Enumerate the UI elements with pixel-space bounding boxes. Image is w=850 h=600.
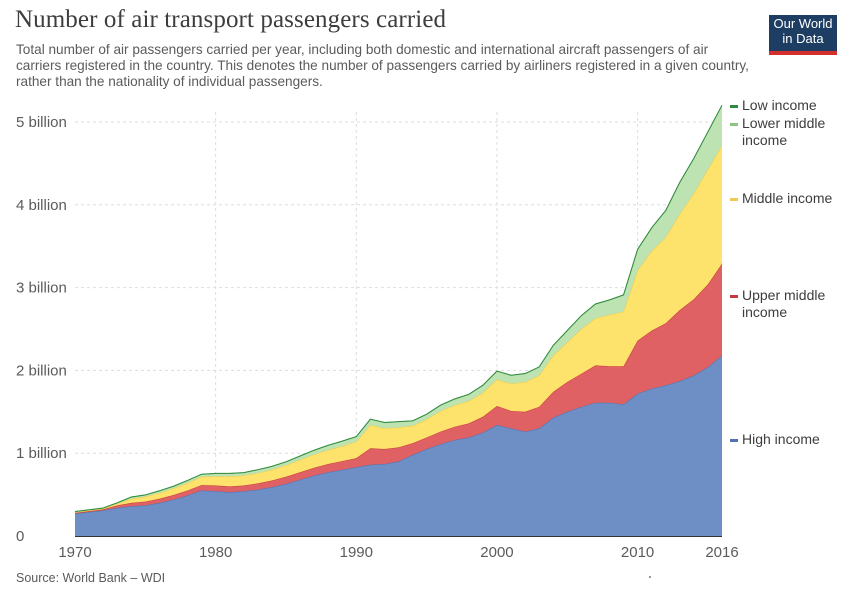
- area-upper-middle: [75, 263, 722, 514]
- logo-line-1: Our World: [773, 16, 833, 31]
- legend-swatch-high: [730, 439, 738, 442]
- x-tick-label: 2016: [705, 544, 738, 561]
- legend-label-upper-middle: Upper middle: [742, 287, 825, 303]
- line-low: [74, 104, 723, 512]
- logo-accent-bar: [769, 51, 837, 55]
- y-tick-label: 2 billion: [16, 362, 67, 379]
- x-tick-label: 2000: [480, 544, 513, 561]
- source-note[interactable]: Source: World Bank – WDI: [16, 571, 166, 585]
- legend-label-low: Low income: [742, 97, 817, 113]
- legend-swatch-middle: [730, 198, 738, 201]
- chart-subtitle: Total number of air passengers carried p…: [16, 42, 749, 89]
- legend-label-lower-middle: income: [742, 132, 787, 148]
- area-high: [75, 355, 722, 536]
- tick-labels: 0 1 billion 2 billion 3 billion 4 billion 5 b…: [16, 114, 739, 561]
- y-tick-label: 1 billion: [16, 445, 67, 462]
- logo-line-2: in Data: [782, 31, 824, 46]
- legend-swatch-lower-middle: [730, 123, 738, 126]
- chart-title: Number of air transport passengers carri…: [15, 6, 447, 33]
- legend-swatch-low: [730, 105, 738, 108]
- legend-label-upper-middle: income: [742, 304, 787, 320]
- legend-label-lower-middle: Lower middle: [742, 115, 825, 131]
- our-world-in-data-logo[interactable]: Our World in Data: [769, 15, 837, 55]
- x-tick-label: 1970: [58, 544, 91, 561]
- area-lower-middle: [75, 105, 722, 512]
- y-tick-label: 4 billion: [16, 197, 67, 214]
- legend-swatch-upper-middle: [730, 295, 738, 298]
- y-tick-label: 0: [16, 528, 24, 545]
- x-tick-label: 1990: [340, 544, 373, 561]
- y-tick-label: 5 billion: [16, 114, 67, 131]
- legend-label-high: High income: [742, 431, 820, 447]
- y-tick-label: 3 billion: [16, 280, 67, 297]
- decorative-dot: [649, 576, 651, 578]
- x-tick-label: 2010: [621, 544, 654, 561]
- area-series: [74, 104, 723, 536]
- legend-label-middle: Middle income: [742, 190, 832, 206]
- area-middle: [75, 145, 722, 513]
- x-tick-label: 1980: [199, 544, 232, 561]
